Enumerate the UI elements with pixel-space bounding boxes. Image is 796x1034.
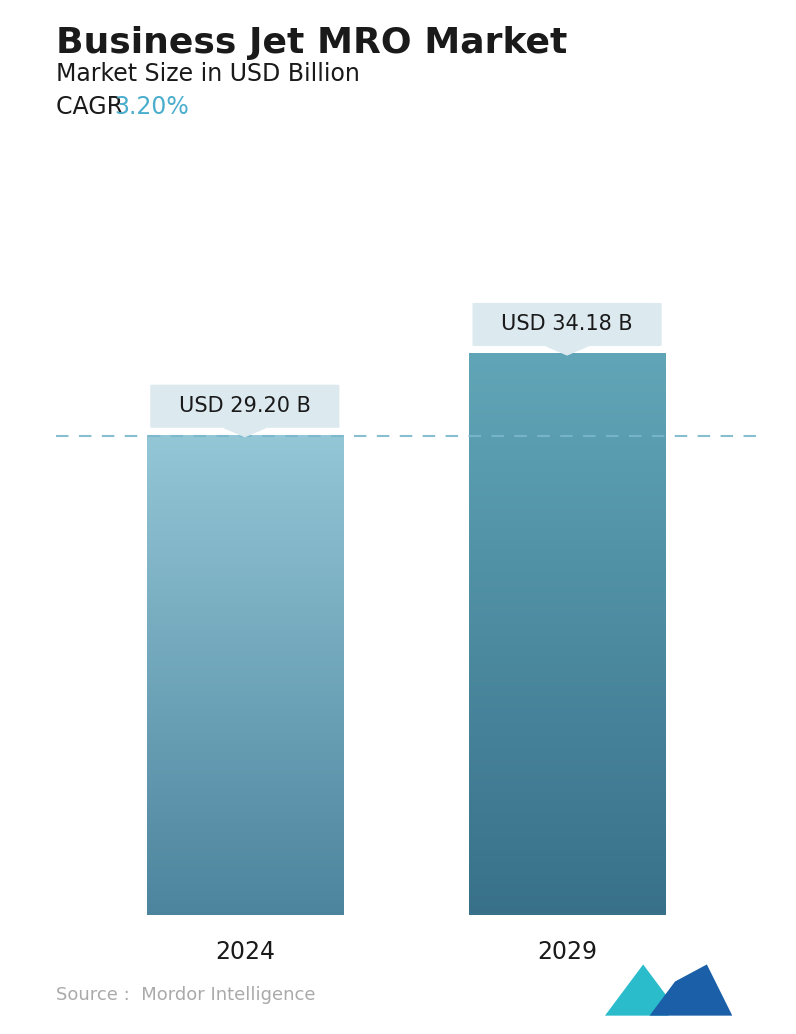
Text: USD 29.20 B: USD 29.20 B: [179, 396, 310, 417]
Polygon shape: [546, 345, 588, 355]
Text: 3.20%: 3.20%: [114, 95, 189, 119]
Text: Market Size in USD Billion: Market Size in USD Billion: [56, 62, 360, 86]
Polygon shape: [605, 965, 669, 1015]
FancyBboxPatch shape: [150, 385, 339, 428]
Text: Source :  Mordor Intelligence: Source : Mordor Intelligence: [56, 985, 315, 1004]
Text: USD 34.18 B: USD 34.18 B: [501, 314, 633, 334]
Polygon shape: [650, 965, 732, 1015]
Text: 2024: 2024: [215, 940, 275, 964]
Text: 2029: 2029: [537, 940, 597, 964]
Text: CAGR: CAGR: [56, 95, 138, 119]
Text: Business Jet MRO Market: Business Jet MRO Market: [56, 26, 567, 60]
Polygon shape: [224, 428, 266, 436]
FancyBboxPatch shape: [473, 303, 661, 346]
